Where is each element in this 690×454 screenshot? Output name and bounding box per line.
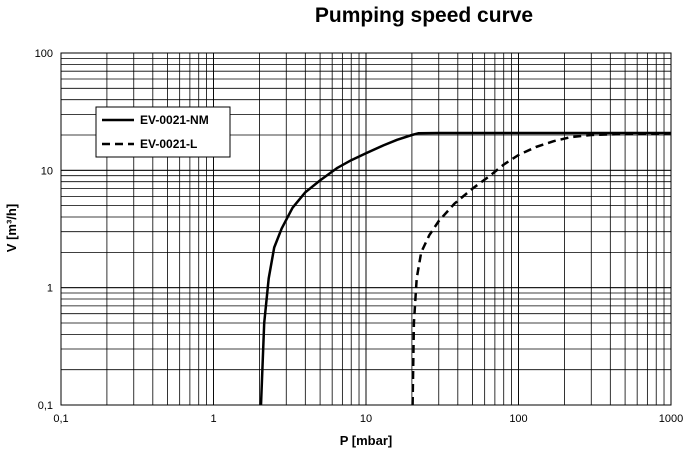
- grid: [60, 52, 672, 406]
- y-tick-label: 1: [47, 283, 53, 295]
- y-tick-label: 100: [35, 48, 53, 60]
- legend-label-l: EV-0021-L: [140, 137, 197, 151]
- series-line-ev-0021-nm: [259, 131, 671, 406]
- x-tick-label: 0,1: [53, 413, 68, 425]
- y-axis-label: V [m³/h]: [4, 204, 19, 252]
- y-tick-label: 10: [41, 165, 53, 177]
- x-tick-label: 1: [210, 413, 216, 425]
- series-line-ev-0021-l: [411, 132, 672, 406]
- legend-box: [95, 106, 231, 158]
- x-axis-label: P [mbar]: [340, 433, 393, 448]
- legend-label-nm: EV-0021-NM: [140, 113, 209, 127]
- x-tick-labels: 0,1 1 10 100 1000: [53, 413, 683, 425]
- series-lines: [259, 131, 672, 406]
- chart-title: Pumping speed curve: [315, 4, 533, 27]
- y-tick-label: 0,1: [38, 400, 53, 412]
- x-tick-label: 100: [509, 413, 527, 425]
- x-tick-label: 1000: [659, 413, 683, 425]
- legend: EV-0021-NM EV-0021-L: [95, 106, 231, 158]
- plot-frame: [60, 52, 672, 406]
- x-tick-label: 10: [360, 413, 372, 425]
- y-tick-labels: 0,1 1 10 100: [35, 48, 53, 412]
